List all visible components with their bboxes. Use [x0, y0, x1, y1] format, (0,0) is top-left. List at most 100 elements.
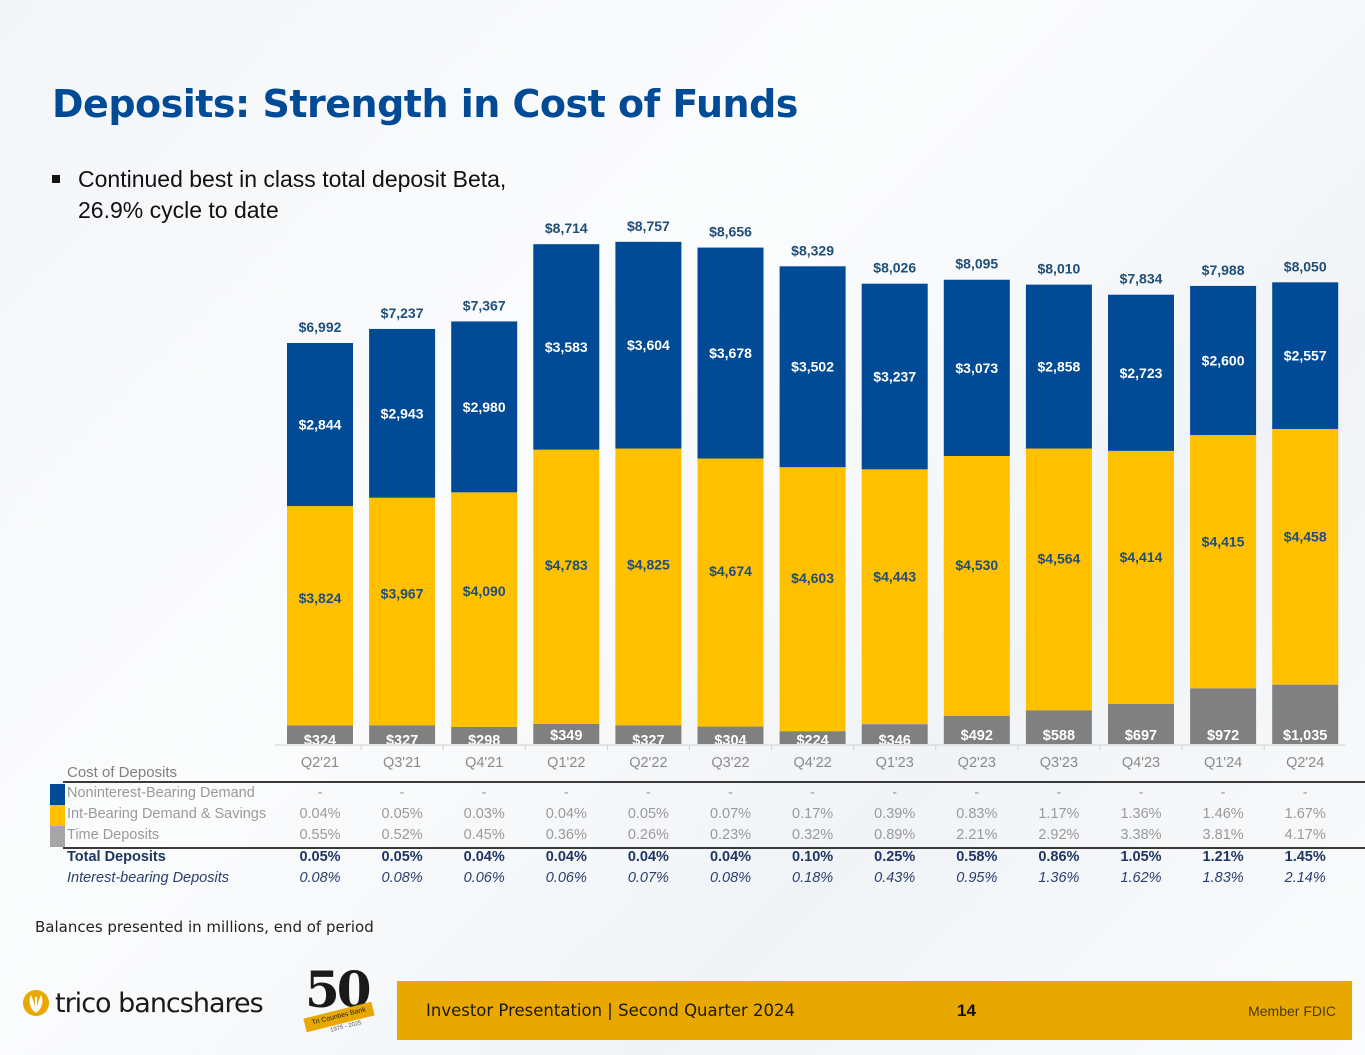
bar-int-bearing-demand-savings: [615, 448, 682, 726]
table-row-interest-bearing-deposits-cell: 0.08%: [299, 870, 341, 886]
data-label-int-bearing-demand-savings: $4,415: [1202, 533, 1245, 549]
x-tick-label: Q2'23: [958, 755, 996, 771]
table-row-interest-bearing-deposits-cell: 0.06%: [545, 870, 587, 886]
bar-noninterest-bearing-demand: [697, 247, 764, 459]
table-row-time-deposits-cell: 2.92%: [1038, 827, 1080, 843]
table-row-total-deposits-cell: 0.04%: [627, 849, 669, 865]
table-row-noninterest-bearing-demand: Noninterest-Bearing Demand - - - - - - - - - - - - -: [50, 784, 1350, 805]
bar-int-bearing-demand-savings: [533, 449, 600, 724]
bar-noninterest-bearing-demand: [1190, 285, 1257, 436]
data-label-time-deposits: $972: [1207, 728, 1239, 744]
x-tick-label: Q4'23: [1122, 755, 1160, 771]
bars-layer: $324 $3,824 $2,844 $6,992 $327 $3,967 $2,943 $7…: [287, 218, 1339, 749]
table-row-total-deposits-cell: 1.45%: [1284, 849, 1326, 865]
table-row-time-deposits-cell: 0.55%: [299, 827, 341, 843]
data-label-time-deposits: $492: [961, 728, 993, 744]
bullet-square-icon: [52, 175, 60, 183]
data-label-time-deposits: $324: [304, 733, 336, 749]
data-label-int-bearing-demand-savings: $3,967: [381, 585, 424, 601]
table-row-int-bearing-demand-savings-cell: 0.03%: [463, 806, 505, 822]
bar-noninterest-bearing-demand: [861, 283, 928, 470]
legend-swatch-noninterest-bearing-demand: [50, 784, 65, 805]
legend-swatch-int-bearing-demand-savings: [50, 805, 65, 826]
x-tick-label: Q2'24: [1286, 755, 1324, 771]
bar-int-bearing-demand-savings: [1190, 435, 1257, 689]
table-row-time-deposits-cell: 2.21%: [956, 827, 998, 843]
x-tick-label: Q2'21: [301, 755, 339, 771]
table-row-int-bearing-demand-savings-cell: 0.39%: [874, 806, 916, 822]
table-row-total-deposits-cell: 0.05%: [381, 849, 423, 865]
member-fdic: Member FDIC: [1248, 1003, 1336, 1019]
bar-int-bearing-demand-savings: [369, 497, 436, 726]
bar-time-deposits: [1108, 704, 1174, 744]
trico-logo: trico bancshares: [22, 985, 264, 1021]
table-row-interest-bearing-deposits-cell: 0.08%: [709, 870, 752, 886]
x-tick-label: Q4'21: [465, 755, 503, 771]
table-row-interest-bearing-deposits-cell: 0.95%: [956, 870, 998, 886]
footer-bar: Investor Presentation | Second Quarter 2…: [397, 981, 1352, 1040]
presentation-label: Investor Presentation | Second Quarter 2…: [426, 1001, 796, 1020]
table-row-interest-bearing-deposits-cell: 0.18%: [792, 870, 834, 886]
table-row-time-deposits-cell: 0.89%: [874, 827, 916, 843]
data-label-time-deposits: $298: [468, 733, 500, 749]
page-number: 14: [957, 1001, 976, 1020]
bullet-text-line2: 26.9% cycle to date: [78, 197, 279, 223]
data-label-noninterest-bearing-demand: $3,604: [627, 337, 670, 353]
bar-int-bearing-demand-savings: [779, 467, 846, 732]
table-row-noninterest-bearing-demand-cell: -: [399, 785, 405, 801]
table-header: Cost of Deposits: [50, 763, 1350, 784]
table-row-noninterest-bearing-demand-cell: -: [1138, 785, 1144, 801]
bar-time-deposits: [943, 715, 1010, 744]
x-tick-label: Q3'23: [1040, 755, 1078, 771]
data-label-time-deposits: $349: [550, 728, 582, 744]
bar-time-deposits: [369, 725, 436, 744]
data-label-int-bearing-demand-savings: $4,564: [1037, 550, 1080, 566]
table-rule-top: [63, 781, 1365, 783]
table-row-total-deposits-cell: 0.05%: [299, 849, 341, 865]
table-row-noninterest-bearing-demand-cell: -: [892, 785, 898, 801]
data-label-time-deposits: $1,035: [1283, 728, 1327, 744]
data-label-noninterest-bearing-demand: $3,583: [545, 339, 588, 355]
total-label: $7,367: [463, 297, 506, 313]
table-row-total-deposits-cell: 0.86%: [1038, 849, 1080, 865]
table-row-noninterest-bearing-demand-cell: -: [645, 785, 651, 801]
table-row-time-deposits: Time Deposits 0.55% 0.52% 0.45% 0.36% 0.26% 0.…: [50, 826, 1350, 847]
data-label-noninterest-bearing-demand: $3,237: [873, 369, 916, 385]
data-label-time-deposits: $346: [879, 733, 911, 749]
table-row-time-deposits-cell: 0.52%: [381, 827, 423, 843]
bar-time-deposits: [779, 731, 846, 744]
table-row-time-deposits-cell: 0.45%: [463, 827, 505, 843]
bar-int-bearing-demand-savings: [1272, 428, 1339, 685]
table-row-int-bearing-demand-savings-cell: 0.07%: [709, 806, 752, 822]
bar-int-bearing-demand-savings: [697, 458, 764, 727]
bar-time-deposits: [451, 726, 518, 744]
bar-noninterest-bearing-demand: [1108, 294, 1174, 451]
bar-noninterest-bearing-demand: [1025, 284, 1092, 449]
bar-time-deposits: [1272, 684, 1339, 744]
bar-int-bearing-demand-savings: [1025, 448, 1092, 711]
total-label: $7,237: [381, 305, 424, 321]
data-label-noninterest-bearing-demand: $2,858: [1037, 359, 1080, 375]
table-row-time-deposits-label: Time Deposits: [67, 827, 160, 843]
x-tick-label: Q2'22: [629, 755, 667, 771]
bar-time-deposits: [861, 724, 928, 744]
table-row-interest-bearing-deposits-cell: 1.83%: [1202, 870, 1244, 886]
table-row-noninterest-bearing-demand-label: Noninterest-Bearing Demand: [67, 785, 255, 801]
table-row-total-deposits-cell: 0.04%: [545, 849, 587, 865]
table-row-int-bearing-demand-savings-cell: 0.17%: [792, 806, 834, 822]
data-label-noninterest-bearing-demand: $2,600: [1202, 352, 1245, 368]
table-row-noninterest-bearing-demand-cell: -: [1302, 785, 1308, 801]
table-row-interest-bearing-deposits-label: Interest-bearing Deposits: [67, 870, 229, 886]
data-label-noninterest-bearing-demand: $3,678: [709, 345, 752, 361]
table-row-total-deposits-cell: 0.04%: [463, 849, 505, 865]
bar-noninterest-bearing-demand: [943, 279, 1010, 456]
table-row-total-deposits-cell: 0.04%: [709, 849, 752, 865]
table-row-time-deposits-cell: 0.23%: [709, 827, 752, 843]
x-axis: Q2'21 Q3'21 Q4'21 Q1'22 Q2'22 Q3'22 Q4'22 Q1'23…: [275, 744, 1345, 771]
page-title: Deposits: Strength in Cost of Funds: [52, 82, 798, 126]
table-row-time-deposits-cell: 0.32%: [792, 827, 834, 843]
table-row-total-deposits-cell: 0.25%: [874, 849, 916, 865]
x-tick-label: Q4'22: [793, 755, 831, 771]
deposits-stacked-bar-chart: $324 $3,824 $2,844 $6,992 $327 $3,967 $2,943 $7…: [275, 218, 1345, 771]
